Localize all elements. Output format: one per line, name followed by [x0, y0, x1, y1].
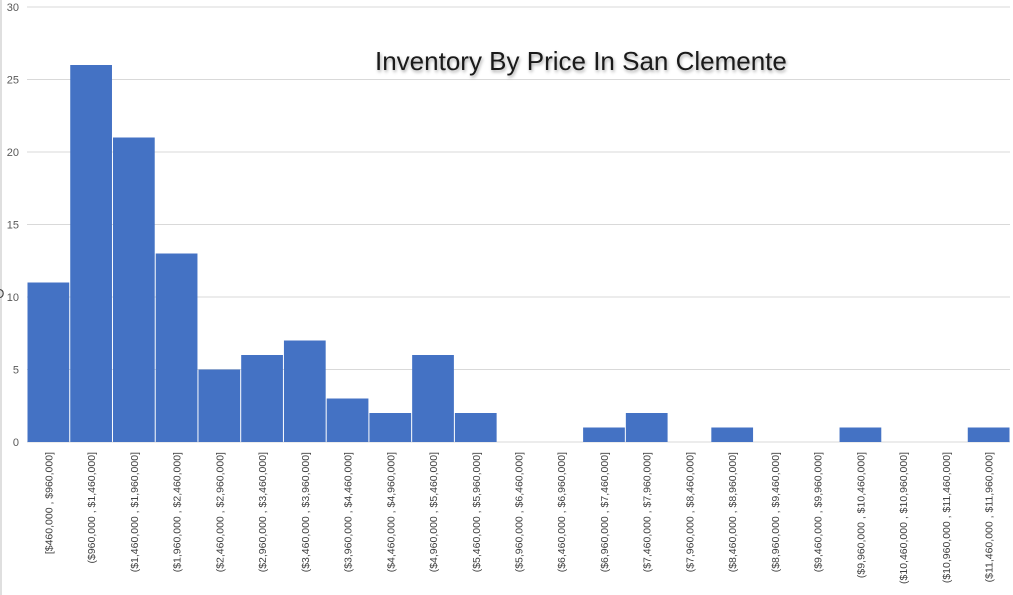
- bar: [625, 413, 668, 442]
- y-tick-label: 5: [13, 365, 19, 377]
- x-tick-label: ($11,460,000 , $11,960,000]: [984, 452, 996, 582]
- y-axis-label-fragment: D: [0, 286, 4, 301]
- x-tick-label: ($10,460,000 , $10,960,000]: [898, 452, 910, 584]
- x-tick-label: ($9,460,000 , $9,960,000]: [813, 452, 825, 572]
- x-tick-label: ($4,960,000 , $5,460,000]: [428, 452, 440, 572]
- x-tick-label: ($8,460,000 , $8,960,000]: [727, 452, 739, 572]
- x-tick-label: ($1,960,000 , $2,460,000]: [172, 452, 184, 572]
- x-tick-label: ($1,460,000 , $1,960,000]: [129, 452, 141, 572]
- x-tick-label: ($9,960,000 , $10,460,000]: [855, 452, 867, 578]
- bar: [454, 413, 497, 442]
- x-tick-label: ($10,960,000 , $11,460,000]: [941, 452, 953, 583]
- bar: [839, 427, 882, 442]
- x-tick-label: ($5,460,000 , $5,960,000]: [471, 452, 483, 572]
- y-tick-label: 30: [7, 2, 19, 14]
- bar: [412, 355, 454, 442]
- x-tick-label: ($8,960,000 , $9,460,000]: [770, 452, 782, 572]
- y-tick-label: 20: [7, 147, 19, 159]
- bar: [711, 427, 754, 442]
- bars: [27, 65, 1010, 442]
- x-axis-ticks: [$460,000 , $960,000] ($960,000 , $1,460,…: [43, 452, 995, 584]
- bar: [112, 137, 155, 442]
- bar: [241, 355, 283, 442]
- bar: [326, 398, 369, 442]
- bar: [583, 427, 625, 442]
- bar: [27, 282, 70, 442]
- y-axis-ticks: 0 5 10 15 20 25 30: [7, 2, 19, 449]
- bar: [283, 340, 326, 442]
- y-tick-label: 10: [7, 292, 19, 304]
- x-tick-label: ($2,460,000 , $2,960,000]: [214, 452, 226, 572]
- x-tick-label: ($7,960,000 , $8,460,000]: [684, 452, 696, 572]
- x-tick-label: ($3,960,000 , $4,460,000]: [343, 452, 355, 572]
- x-tick-label: ($3,460,000 , $3,960,000]: [300, 452, 312, 572]
- y-tick-label: 15: [7, 220, 19, 232]
- y-tick-label: 0: [13, 437, 19, 449]
- bar: [155, 253, 198, 442]
- bar: [70, 65, 112, 442]
- bar: [967, 427, 1010, 442]
- x-tick-label: ($6,960,000 , $7,460,000]: [599, 452, 611, 572]
- bar: [198, 369, 241, 442]
- x-tick-label: ($7,460,000 , $7,960,000]: [642, 452, 654, 572]
- x-tick-label: ($5,960,000 , $6,460,000]: [514, 452, 526, 572]
- x-tick-label: ($4,460,000 , $4,960,000]: [385, 452, 397, 572]
- chart-title: Inventory By Price In San Clemente: [375, 46, 787, 76]
- x-tick-label: ($2,960,000 , $3,460,000]: [257, 452, 269, 572]
- x-tick-label: [$460,000 , $960,000]: [43, 452, 55, 554]
- x-tick-label: ($960,000 , $1,460,000]: [86, 452, 98, 564]
- bar: [369, 413, 412, 442]
- y-tick-label: 25: [7, 75, 19, 87]
- x-tick-label: ($6,460,000 , $6,960,000]: [556, 452, 568, 572]
